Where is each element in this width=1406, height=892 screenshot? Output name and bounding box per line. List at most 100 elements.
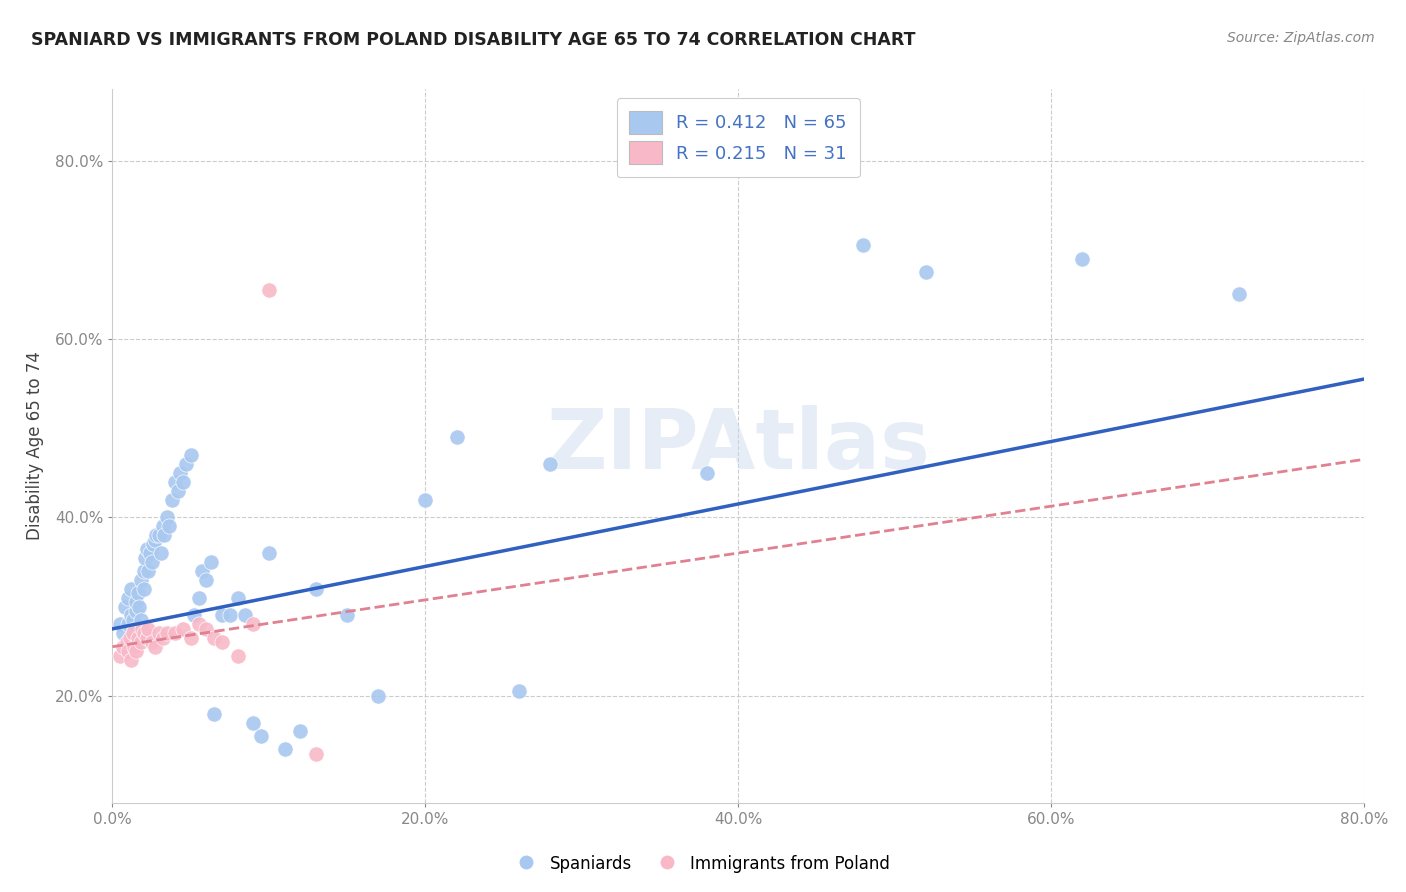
Point <box>117 617 139 632</box>
Point <box>218 608 240 623</box>
Point <box>540 457 562 471</box>
Point <box>195 573 218 587</box>
Point <box>508 684 530 698</box>
Point <box>139 546 162 560</box>
Point <box>128 599 150 614</box>
Point <box>226 591 249 605</box>
Point <box>180 631 202 645</box>
Point <box>148 528 170 542</box>
Point <box>305 747 328 761</box>
Point <box>172 622 194 636</box>
Point <box>157 519 180 533</box>
Point <box>202 631 225 645</box>
Point <box>115 635 138 649</box>
Point <box>135 541 157 556</box>
Point <box>169 466 191 480</box>
Point <box>195 622 218 636</box>
Point <box>226 648 249 663</box>
Point <box>149 546 172 560</box>
Point <box>141 635 163 649</box>
Point <box>415 492 437 507</box>
Point <box>131 622 153 636</box>
Point <box>127 631 149 645</box>
Point <box>132 564 155 578</box>
Point <box>121 626 143 640</box>
Point <box>273 742 295 756</box>
Point <box>211 635 233 649</box>
Point <box>125 604 148 618</box>
Legend: R = 0.412   N = 65, R = 0.215   N = 31: R = 0.412 N = 65, R = 0.215 N = 31 <box>617 98 859 178</box>
Y-axis label: Disability Age 65 to 74: Disability Age 65 to 74 <box>25 351 44 541</box>
Point <box>152 631 174 645</box>
Point <box>124 640 146 654</box>
Point <box>915 265 938 279</box>
Point <box>202 706 225 721</box>
Point <box>696 466 718 480</box>
Text: Source: ZipAtlas.com: Source: ZipAtlas.com <box>1227 31 1375 45</box>
Legend: Spaniards, Immigrants from Poland: Spaniards, Immigrants from Poland <box>509 848 897 880</box>
Point <box>174 457 197 471</box>
Point <box>148 626 170 640</box>
Point <box>172 475 194 489</box>
Point <box>187 617 209 632</box>
Point <box>367 689 389 703</box>
Point <box>336 608 359 623</box>
Point <box>132 626 155 640</box>
Point <box>160 492 183 507</box>
Point <box>446 430 468 444</box>
Text: ZIPAtlas: ZIPAtlas <box>546 406 931 486</box>
Point <box>120 582 142 596</box>
Point <box>1071 252 1094 266</box>
Point <box>125 644 148 658</box>
Point <box>242 715 264 730</box>
Point <box>118 631 141 645</box>
Point <box>138 564 160 578</box>
Point <box>290 724 312 739</box>
Point <box>257 546 280 560</box>
Point <box>143 533 166 547</box>
Point <box>180 448 202 462</box>
Point <box>143 640 166 654</box>
Point <box>114 599 136 614</box>
Point <box>129 635 152 649</box>
Point <box>183 608 205 623</box>
Point <box>125 595 148 609</box>
Point <box>257 283 280 297</box>
Point <box>200 555 222 569</box>
Point <box>156 626 179 640</box>
Point <box>163 475 186 489</box>
Point <box>134 550 156 565</box>
Point <box>235 608 257 623</box>
Point <box>112 626 135 640</box>
Point <box>117 644 139 658</box>
Point <box>156 510 179 524</box>
Point <box>153 528 176 542</box>
Point <box>121 613 143 627</box>
Point <box>112 640 135 654</box>
Point <box>187 591 209 605</box>
Point <box>242 617 264 632</box>
Point <box>163 626 186 640</box>
Point <box>211 608 233 623</box>
Point <box>142 537 165 551</box>
Point <box>120 608 142 623</box>
Point <box>305 582 328 596</box>
Point <box>120 653 142 667</box>
Point <box>1227 287 1250 301</box>
Point <box>129 613 152 627</box>
Point <box>132 582 155 596</box>
Point <box>110 617 132 632</box>
Point <box>129 573 152 587</box>
Point <box>138 622 160 636</box>
Point <box>135 631 157 645</box>
Point <box>127 586 149 600</box>
Point <box>117 591 139 605</box>
Point <box>250 729 273 743</box>
Point <box>145 528 167 542</box>
Point <box>141 555 163 569</box>
Text: SPANIARD VS IMMIGRANTS FROM POLAND DISABILITY AGE 65 TO 74 CORRELATION CHART: SPANIARD VS IMMIGRANTS FROM POLAND DISAB… <box>31 31 915 49</box>
Point <box>110 648 132 663</box>
Point <box>190 564 212 578</box>
Point <box>167 483 190 498</box>
Point <box>124 622 146 636</box>
